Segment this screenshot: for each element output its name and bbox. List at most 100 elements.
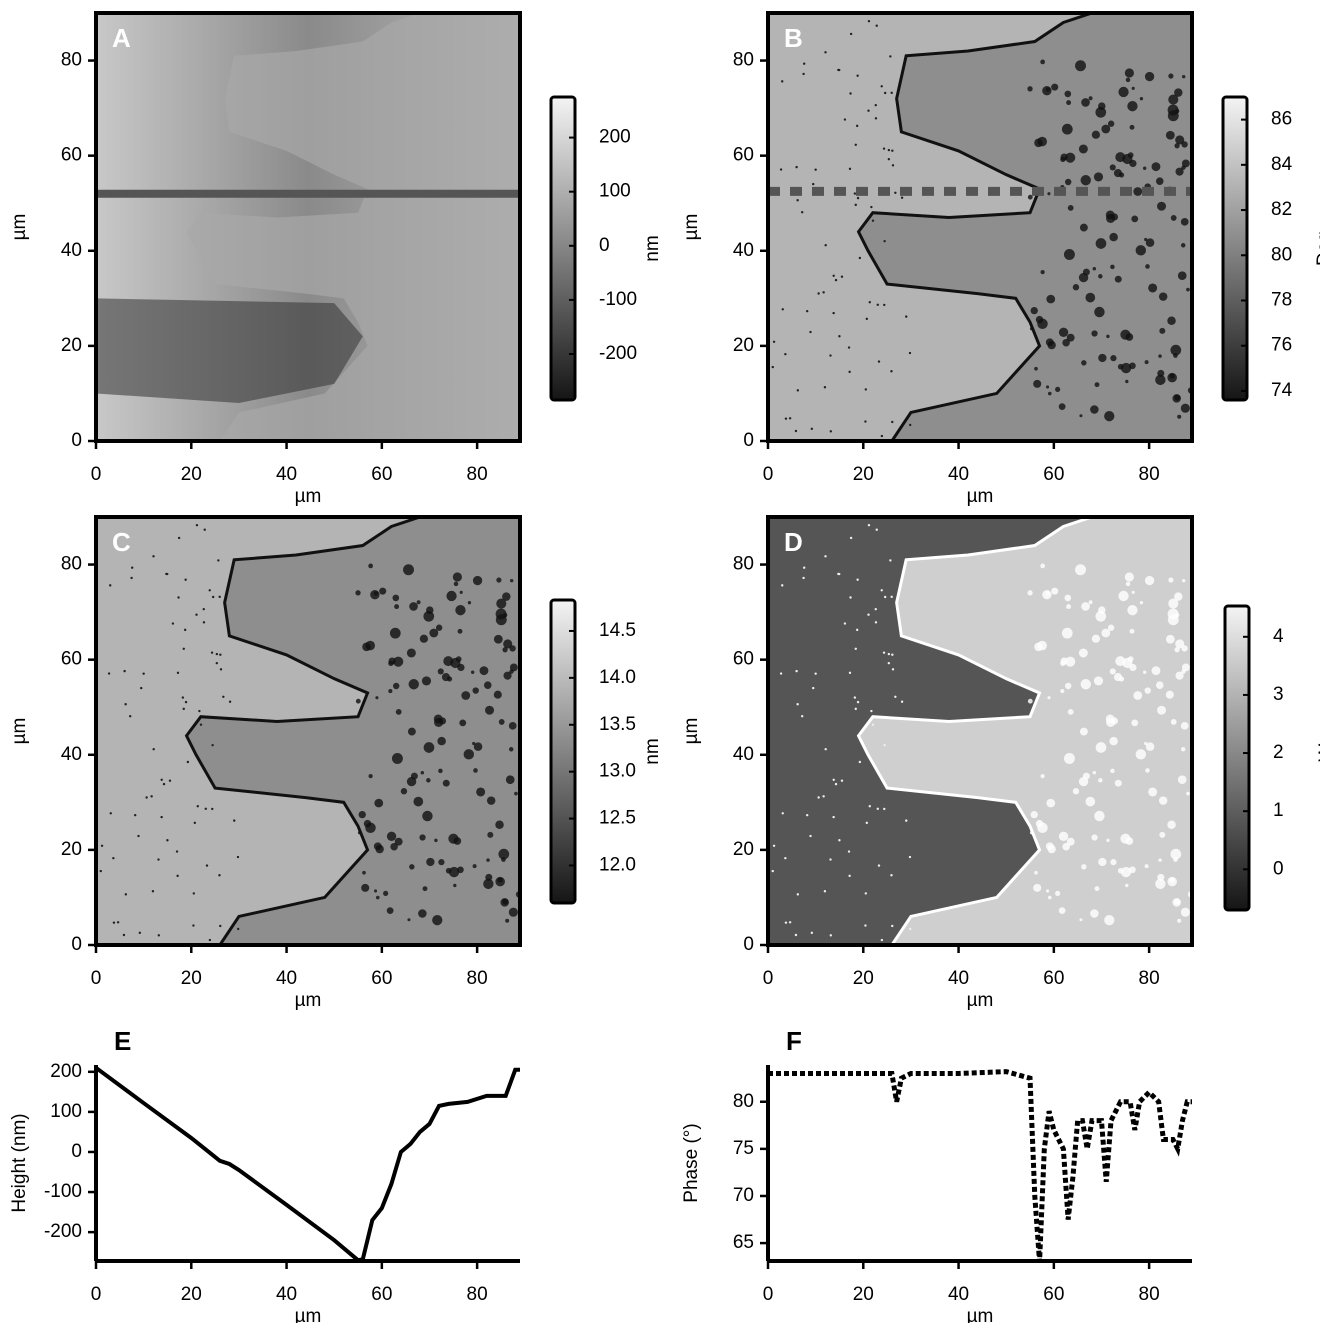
spot	[1157, 201, 1167, 211]
y-tick-label: 20	[61, 839, 82, 860]
spot	[1119, 172, 1125, 178]
colorbar-tick-label: 200	[599, 127, 631, 148]
spot	[1145, 238, 1155, 247]
speck	[837, 68, 840, 72]
y-tick-label: 0	[71, 1141, 82, 1162]
colorbar-tick-label: 78	[1271, 290, 1292, 311]
speck	[856, 196, 860, 200]
speck	[142, 672, 145, 675]
speck	[889, 55, 892, 58]
spot	[457, 628, 463, 634]
x-tick-label: 80	[467, 968, 488, 989]
spot	[1098, 353, 1107, 363]
spot	[392, 682, 400, 690]
speck	[868, 300, 871, 304]
speck	[112, 921, 116, 924]
colorbar-label: Deg	[1314, 231, 1320, 266]
speck	[891, 668, 895, 671]
speck	[829, 858, 832, 861]
spot	[1078, 648, 1088, 658]
speck	[204, 807, 207, 810]
spot	[386, 907, 394, 914]
spot	[453, 581, 459, 587]
x-tick-label: 20	[181, 1284, 202, 1305]
x-tick-label: 80	[467, 1284, 488, 1305]
spot	[1047, 696, 1051, 700]
colorbar-tick-label: 86	[1271, 109, 1292, 130]
speck	[865, 821, 869, 825]
speck	[880, 85, 883, 88]
colorbar-tick-label: 74	[1271, 380, 1293, 401]
spot	[1124, 572, 1134, 582]
y-tick-label: 0	[71, 934, 82, 955]
spot	[1079, 918, 1083, 922]
colorbar-tick-label: 2	[1273, 742, 1284, 763]
spot	[493, 690, 502, 699]
speck	[876, 807, 879, 810]
speck	[795, 165, 798, 169]
spot	[432, 915, 443, 926]
speck	[168, 779, 172, 782]
y-tick-label: 70	[733, 1185, 754, 1206]
spot	[1060, 156, 1066, 163]
spot	[409, 864, 415, 870]
speck	[802, 62, 806, 65]
spot	[1067, 205, 1074, 211]
y-axis-label: Height (nm)	[9, 1113, 30, 1212]
spot	[374, 798, 384, 808]
x-tick-label: 0	[763, 1284, 774, 1305]
spot	[357, 830, 362, 835]
speck	[868, 804, 871, 808]
spot	[1072, 284, 1080, 291]
speck	[832, 274, 835, 277]
speck	[208, 589, 211, 592]
x-axis-label: µm	[967, 990, 994, 1011]
spot	[1082, 268, 1090, 276]
spot	[426, 778, 431, 783]
spot	[1129, 159, 1137, 168]
speck	[874, 621, 878, 624]
spot	[426, 857, 435, 867]
spot	[453, 883, 457, 888]
spot	[1120, 362, 1132, 374]
speck	[905, 819, 908, 822]
spot	[1030, 810, 1038, 819]
speck	[854, 647, 857, 650]
spot	[509, 663, 518, 672]
speck	[874, 607, 877, 611]
spot	[1131, 86, 1135, 90]
y-tick-label: 200	[50, 1061, 82, 1082]
speck	[211, 743, 214, 747]
spot	[421, 676, 432, 686]
spot	[1037, 822, 1048, 834]
spot	[483, 681, 492, 689]
cell	[856, 517, 1192, 945]
speck	[202, 621, 206, 624]
spot	[1120, 866, 1132, 878]
speck	[122, 933, 126, 937]
x-tick-label: 20	[853, 968, 874, 989]
spot	[1047, 895, 1052, 900]
spot	[1133, 691, 1143, 700]
spot	[1065, 656, 1076, 667]
y-tick-label: 0	[743, 934, 754, 955]
speck	[867, 613, 870, 616]
spot	[483, 878, 494, 890]
spot	[1058, 327, 1069, 337]
spot	[1170, 344, 1182, 356]
y-tick-label: 60	[61, 145, 82, 166]
spot	[1079, 727, 1088, 736]
spot	[1064, 90, 1072, 98]
spot	[1079, 223, 1088, 232]
spot	[1129, 663, 1137, 672]
spot	[1090, 909, 1099, 918]
spot	[1186, 287, 1190, 292]
image	[96, 517, 520, 945]
spot	[1181, 663, 1190, 672]
spot	[500, 898, 509, 907]
speck	[771, 365, 774, 369]
spot	[1181, 74, 1186, 79]
spot	[1174, 647, 1180, 653]
spot	[505, 775, 515, 785]
speck	[236, 855, 240, 859]
